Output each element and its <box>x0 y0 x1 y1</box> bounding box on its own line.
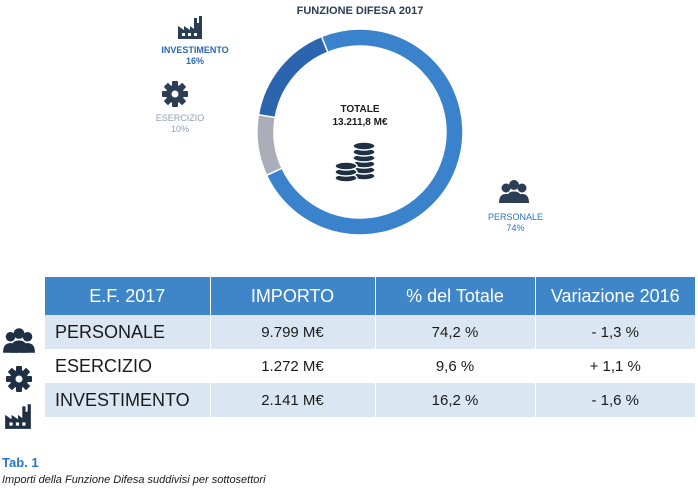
slice-name-investimento: INVESTIMENTO <box>161 45 229 55</box>
table-row: PERSONALE 9.799 M€ 74,2 % - 1,3 % <box>45 315 695 349</box>
row-variazione: - 1,6 % <box>535 383 695 417</box>
row-name: PERSONALE <box>45 315 211 349</box>
table-row: INVESTIMENTO 2.141 M€ 16,2 % - 1,6 % <box>45 383 695 417</box>
table-row: ESERCIZIO 1.272 M€ 9,6 % + 1,1 % <box>45 349 695 383</box>
label-personale: PERSONALE 74% <box>468 212 563 234</box>
slice-percent-investimento: 16% <box>185 56 204 66</box>
row-name: ESERCIZIO <box>45 349 211 383</box>
header-percent: % del Totale <box>375 277 536 315</box>
total-label: TOTALE <box>340 104 380 115</box>
people-icon <box>3 328 35 353</box>
row-variazione: - 1,3 % <box>535 315 695 349</box>
row-name: INVESTIMENTO <box>45 383 211 417</box>
chart-title: FUNZIONE DIFESA 2017 <box>296 5 424 17</box>
row-importo: 1.272 M€ <box>210 349 376 383</box>
gear-icon <box>162 81 188 107</box>
donut-chart <box>256 28 464 236</box>
people-icon <box>499 180 529 203</box>
row-importo: 2.141 M€ <box>210 383 376 417</box>
factory-icon <box>5 404 31 429</box>
header-variazione: Variazione 2016 <box>535 277 695 315</box>
data-table: E.F. 2017 IMPORTO % del Totale Variazion… <box>45 277 695 417</box>
caption-title: Tab. 1 <box>2 455 39 470</box>
donut-hole <box>274 46 446 218</box>
gear-icon <box>6 366 32 392</box>
row-variazione: + 1,1 % <box>535 349 695 383</box>
donut-center: TOTALE 13.211,8 M€ <box>290 103 430 129</box>
row-percent: 9,6 % <box>375 349 536 383</box>
label-esercizio: ESERCIZIO 10% <box>140 113 220 135</box>
coins-icon <box>334 141 376 183</box>
total-value: 13.211,8 M€ <box>332 117 388 128</box>
row-percent: 16,2 % <box>375 383 536 417</box>
factory-icon <box>178 16 202 39</box>
slice-percent-personale: 74% <box>506 223 525 233</box>
row-percent: 74,2 % <box>375 315 536 349</box>
slice-name-personale: PERSONALE <box>487 212 544 222</box>
label-investimento: INVESTIMENTO 16% <box>140 45 250 67</box>
header-importo: IMPORTO <box>210 277 376 315</box>
table-header-row: E.F. 2017 IMPORTO % del Totale Variazion… <box>45 277 695 315</box>
row-importo: 9.799 M€ <box>210 315 376 349</box>
caption-subtitle: Importi della Funzione Difesa suddivisi … <box>2 474 266 486</box>
slice-percent-esercizio: 10% <box>170 124 189 134</box>
slice-name-esercizio: ESERCIZIO <box>155 113 205 123</box>
header-ef: E.F. 2017 <box>45 277 211 315</box>
